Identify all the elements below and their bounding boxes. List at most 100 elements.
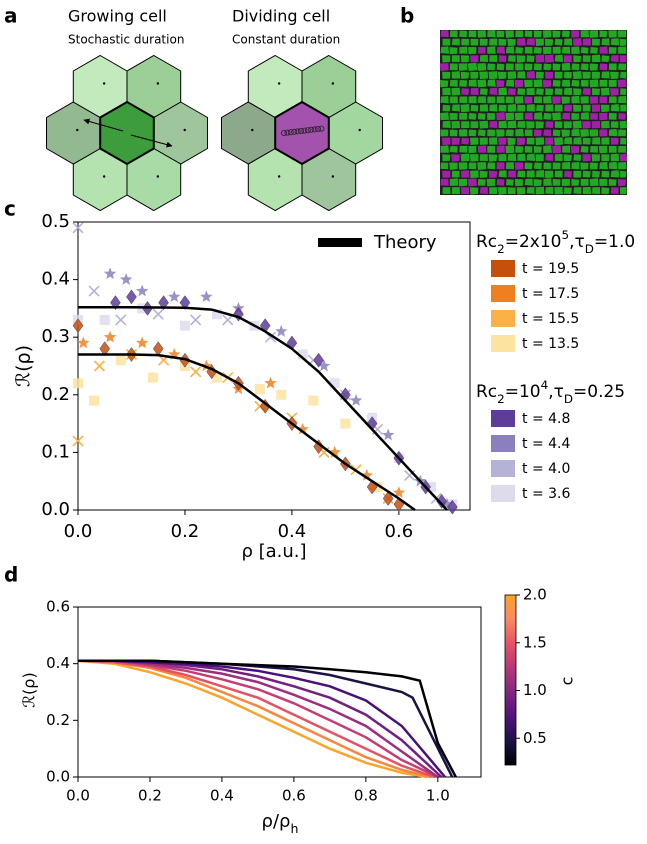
tissue-cell xyxy=(505,179,514,186)
tissue-cell xyxy=(460,71,470,79)
chromatin xyxy=(301,127,308,134)
dividing-title: Dividing cell xyxy=(232,7,330,26)
tissue-cell xyxy=(617,30,627,38)
tissue-cell xyxy=(470,71,479,79)
tissue-cell xyxy=(479,137,488,145)
point xyxy=(88,285,100,297)
tissue-cell xyxy=(610,121,619,128)
tissue-cell xyxy=(534,129,542,137)
y-tick-label: 0.4 xyxy=(46,654,70,672)
tissue-cell xyxy=(477,30,486,38)
tissue-cell xyxy=(619,38,627,47)
tissue-cell xyxy=(601,137,610,145)
text-part: Rc xyxy=(476,382,497,402)
point xyxy=(382,428,395,441)
tissue-cell xyxy=(592,187,601,194)
tissue-cell xyxy=(582,154,591,162)
tissue-cell xyxy=(498,87,508,96)
tissue-cell xyxy=(617,79,627,88)
tissue-cell xyxy=(496,46,506,54)
tissue-cell xyxy=(468,96,477,104)
point xyxy=(99,314,110,325)
center-cell xyxy=(99,100,155,166)
tissue-cell xyxy=(534,162,542,170)
tissue-cell xyxy=(524,146,533,153)
tissue-cell xyxy=(468,47,477,55)
tissue-cell xyxy=(564,71,572,79)
legend-swatch xyxy=(491,335,515,352)
tissue-cell xyxy=(620,137,627,145)
tissue-cell xyxy=(496,63,505,71)
point xyxy=(152,341,164,357)
tissue-cell xyxy=(489,187,498,194)
tissue-cell xyxy=(459,30,468,38)
x-tick-label: 0.8 xyxy=(354,787,378,805)
tissue-cell xyxy=(590,113,598,120)
tissue-cell xyxy=(608,113,617,120)
cell-center xyxy=(76,128,79,132)
tissue-cell xyxy=(580,80,589,87)
tissue-cell xyxy=(439,80,449,88)
x-tick-label: 0.6 xyxy=(385,521,414,542)
chromatin xyxy=(291,128,298,135)
point xyxy=(340,418,351,429)
tissue-cell xyxy=(608,63,617,71)
tissue-cell xyxy=(468,30,477,38)
point xyxy=(93,360,105,372)
tissue-cell xyxy=(505,162,515,170)
point xyxy=(200,290,213,303)
line xyxy=(78,659,439,779)
chromatin xyxy=(284,129,291,136)
tissue-cell xyxy=(554,170,563,178)
text-part: 2 xyxy=(497,242,505,256)
tissue-cell xyxy=(564,187,572,194)
tissue-cell xyxy=(516,187,526,195)
legend-title: Rc2=104,τD=0.25 xyxy=(476,378,625,406)
line xyxy=(77,659,428,779)
tissue-cell xyxy=(544,170,554,179)
tissue-cell xyxy=(458,162,468,170)
point xyxy=(200,359,213,372)
x-tick-label: 0.4 xyxy=(210,787,234,805)
tissue-cell xyxy=(451,87,461,96)
tissue-cell xyxy=(545,121,554,128)
tissue-cell xyxy=(507,38,516,47)
tissue-cell xyxy=(571,162,580,170)
x-tick-label: 0.0 xyxy=(66,787,90,805)
tissue-cell xyxy=(524,96,533,104)
legend-label: t = 17.5 xyxy=(522,286,579,302)
tissue-cell xyxy=(489,38,498,46)
tissue-cell xyxy=(459,145,468,153)
tissue-cell xyxy=(590,146,598,153)
tissue-cell xyxy=(479,88,488,95)
y-axis-label: ℛ(ρ) xyxy=(13,345,35,387)
tissue-cell xyxy=(564,38,573,46)
tissue-cell xyxy=(618,113,626,120)
tissue-cell xyxy=(459,80,468,87)
tissue-cell xyxy=(580,112,590,120)
point xyxy=(440,497,454,510)
point xyxy=(392,486,406,498)
tissue-cell xyxy=(441,55,451,63)
tissue-cell xyxy=(608,146,617,153)
tissue-cell xyxy=(542,80,552,88)
y-tick-label: 0.2 xyxy=(41,384,70,405)
text-part: =2x10 xyxy=(505,232,562,252)
tissue-cell xyxy=(470,87,479,95)
tissue-cell xyxy=(591,154,600,162)
legend-swatch xyxy=(491,260,515,277)
cell-cluster xyxy=(46,54,383,212)
tissue-cell xyxy=(618,162,627,170)
line xyxy=(77,659,431,779)
tissue-cell xyxy=(580,30,590,38)
tissue-cell xyxy=(618,46,627,54)
tissue-cell xyxy=(562,112,570,120)
tissue-cell xyxy=(617,179,626,187)
tissue-cell xyxy=(545,71,554,79)
tissue-cell xyxy=(564,104,572,112)
text-part: 4 xyxy=(541,378,549,392)
tissue-cell xyxy=(573,55,582,63)
tissue-cell xyxy=(459,96,468,104)
point xyxy=(119,273,133,285)
tissue-cell xyxy=(507,71,517,79)
